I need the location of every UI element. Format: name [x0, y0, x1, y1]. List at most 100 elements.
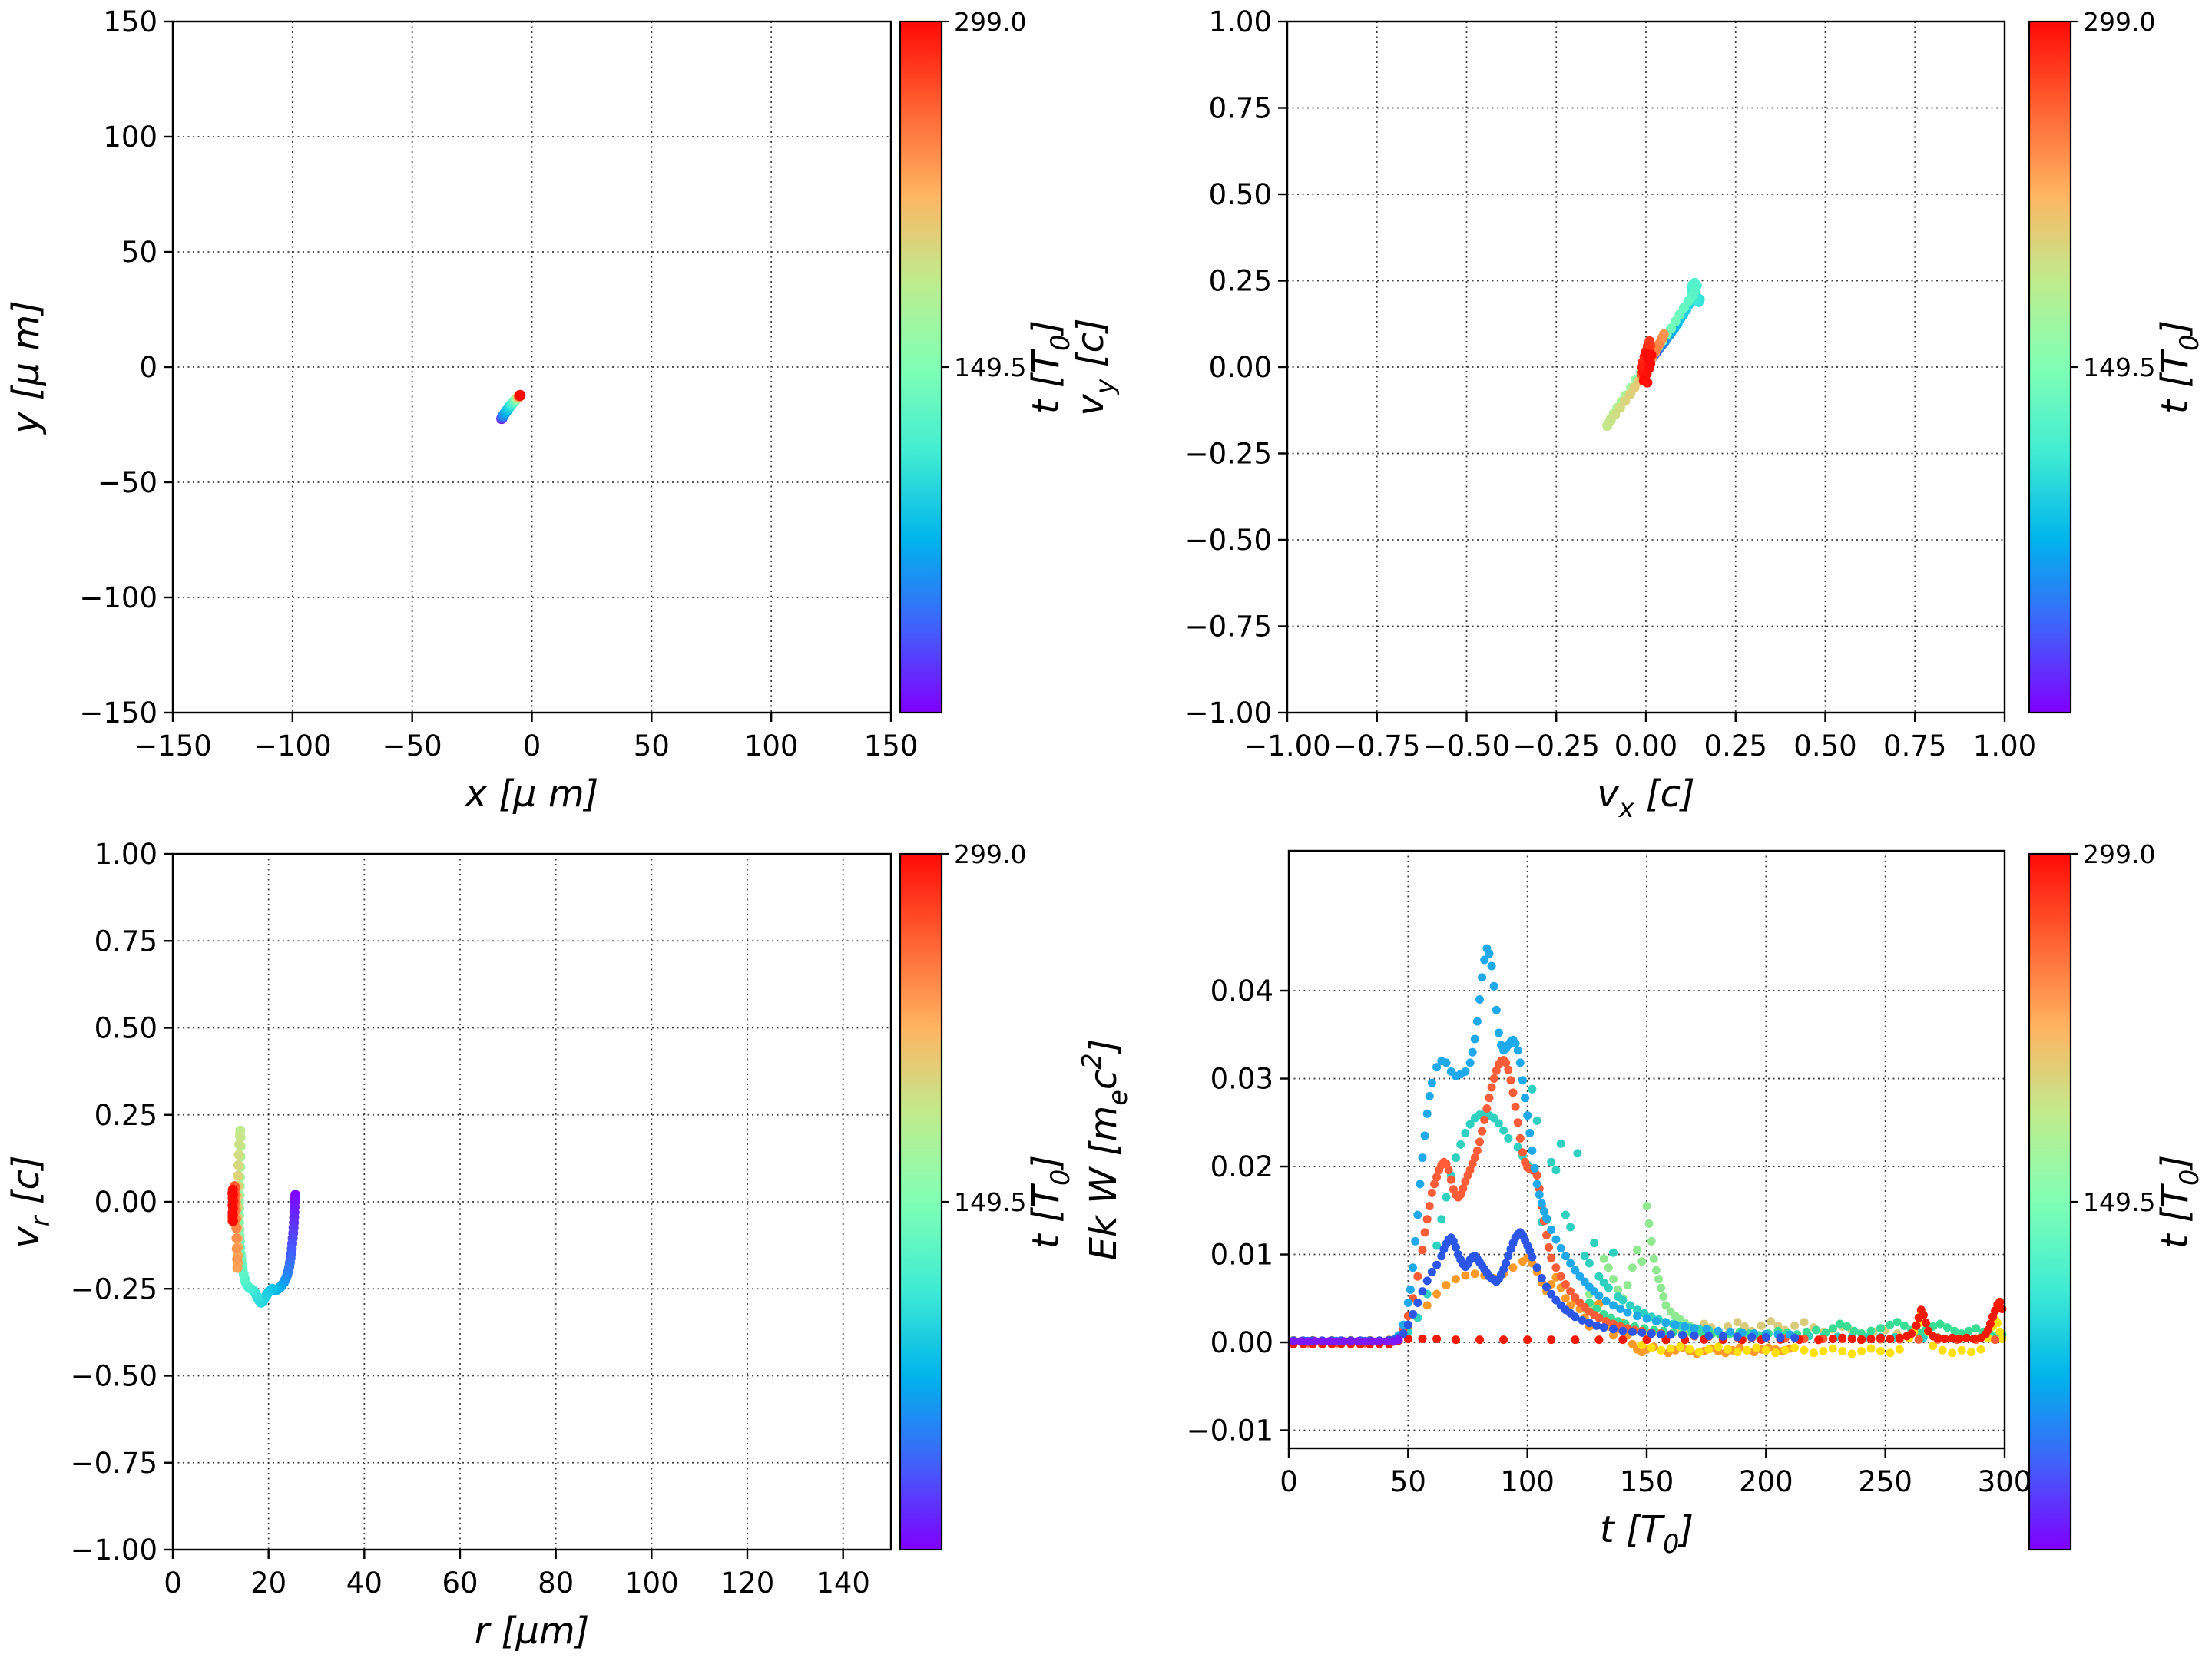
data-point [1584, 1319, 1594, 1328]
data-point [1470, 1153, 1479, 1163]
data-point [1515, 1058, 1525, 1067]
data-point [1475, 995, 1484, 1004]
data-point [1452, 1153, 1460, 1163]
data-point [1530, 1163, 1539, 1173]
data-point [1623, 1281, 1632, 1290]
data-point [1521, 1094, 1530, 1103]
data-point [1442, 1193, 1451, 1202]
x-tick-label: 0 [164, 1567, 182, 1600]
data-point [1942, 1323, 1952, 1332]
data-point [1623, 1308, 1632, 1317]
data-point [1666, 1344, 1675, 1353]
data-point [1752, 1343, 1761, 1352]
data-point [1876, 1347, 1885, 1355]
data-point [1442, 1281, 1451, 1290]
data-point [1657, 1330, 1666, 1339]
data-point [1604, 1263, 1613, 1272]
data-point [1847, 1335, 1856, 1343]
data-point [1523, 1335, 1532, 1345]
data-point [1499, 1335, 1508, 1345]
data-point [1513, 1046, 1522, 1055]
data-point [1487, 1083, 1496, 1092]
data-point [1604, 1283, 1613, 1292]
data-point [1836, 1319, 1845, 1329]
data-point [1422, 1301, 1432, 1310]
data-point [1566, 1223, 1575, 1232]
y-tick-label: 1.00 [94, 838, 157, 871]
data-point [1511, 1039, 1520, 1048]
x-ticks: −1.00 −0.75 −0.50 −0.25 0.00 0.25 0.50 0.75 1.00 [1243, 713, 2036, 763]
data-point [1912, 1321, 1921, 1330]
data-point [1594, 1272, 1604, 1281]
x-tick-label: −0.75 [1333, 730, 1420, 763]
subplot-xy: −150 −100 −50 0 50 100 150 −150 −100 −50 0 50 100 150… [5, 5, 1075, 816]
subplot-rvr: 0 20 40 60 80 100 120 140 −1.00 −0.75 −0.50 −0.25 0.… [5, 838, 1075, 1653]
data-point [231, 1243, 242, 1254]
colorbar-xy: 299.0 149.5t [T0] [899, 7, 1075, 714]
y-tick-label: −0.50 [1185, 524, 1272, 557]
data-point [1685, 1345, 1694, 1354]
data-point [1532, 1171, 1541, 1180]
data-point [1618, 1326, 1628, 1335]
data-point [1547, 1226, 1556, 1234]
data-point [1566, 1259, 1575, 1268]
data-point [1420, 1131, 1429, 1140]
data-point [1964, 1326, 1973, 1335]
data-point [1800, 1345, 1809, 1355]
data-point [1518, 1076, 1527, 1085]
data-point [1767, 1317, 1775, 1326]
data-point [1599, 1323, 1608, 1332]
data-point [1346, 1337, 1356, 1346]
data-point [1561, 1280, 1570, 1289]
y-axis-label: y [μ m] [5, 300, 48, 435]
x-tick-label: 100 [624, 1567, 679, 1600]
data-point [1790, 1333, 1800, 1342]
x-tick-label: 100 [1500, 1465, 1555, 1498]
data-point [1578, 1315, 1587, 1325]
y-tick-label: −0.25 [71, 1272, 157, 1305]
data-point [1470, 1269, 1479, 1279]
data-point [1325, 1337, 1334, 1346]
x-tick-label: 50 [1390, 1465, 1426, 1498]
data-point [1403, 1320, 1412, 1329]
data-point [1948, 1348, 1957, 1358]
x-tick-label: −100 [253, 730, 332, 763]
data-point [1539, 1206, 1548, 1216]
data-point [1609, 1325, 1618, 1334]
data-point [1537, 1199, 1546, 1208]
data-point [1406, 1285, 1415, 1294]
data-point [1601, 1296, 1611, 1305]
data-point [1819, 1347, 1828, 1355]
data-point [1360, 1337, 1369, 1346]
x-tick-label: 0.25 [1704, 730, 1767, 763]
data-point [1644, 1219, 1654, 1228]
data-point [1556, 1272, 1565, 1281]
data-point [1422, 1215, 1432, 1224]
data-point [1353, 1337, 1363, 1346]
data-point [1609, 1248, 1618, 1257]
data-point [1914, 1335, 1923, 1344]
data-point [1810, 1348, 1818, 1358]
data-point [1895, 1333, 1904, 1342]
data-point [1814, 1335, 1823, 1345]
data-point [1642, 1202, 1651, 1211]
data-point [1430, 1180, 1439, 1189]
data-point [1657, 1283, 1666, 1292]
data-point [1409, 1309, 1417, 1319]
data-point [1633, 1312, 1642, 1321]
data-point [1551, 1166, 1561, 1175]
data-point [1642, 377, 1653, 388]
y-tick-label: 50 [121, 236, 157, 269]
x-tick-label: 200 [1739, 1465, 1793, 1498]
data-point [1614, 402, 1625, 413]
plot-background [1289, 851, 2005, 1448]
data-point [1649, 1254, 1658, 1263]
data-point [1847, 1349, 1856, 1358]
y-tick-label: 0.01 [1210, 1239, 1273, 1272]
data-point [1461, 1129, 1470, 1137]
data-point [1933, 1333, 1942, 1342]
data-point [1657, 1345, 1666, 1355]
data-point [1866, 1326, 1876, 1335]
data-point [1993, 1319, 2002, 1328]
data-point [1478, 973, 1487, 982]
